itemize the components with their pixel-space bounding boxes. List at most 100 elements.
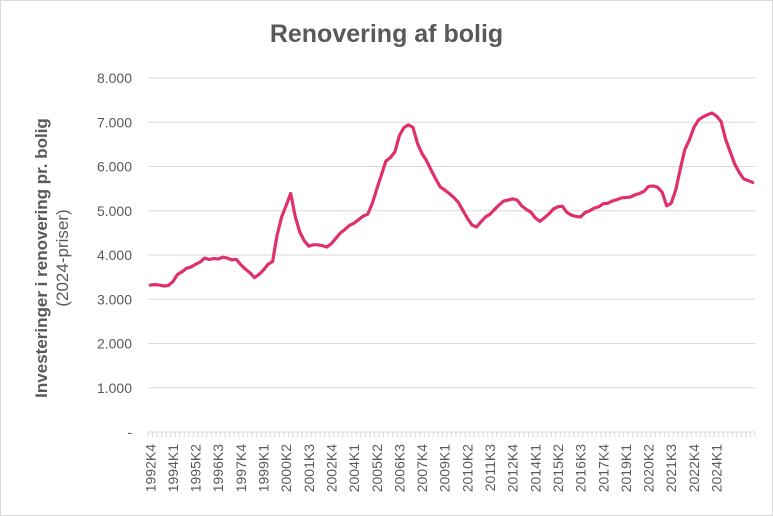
data-point	[420, 152, 424, 155]
y-tick-label: 3.000	[97, 291, 132, 307]
data-point	[294, 215, 297, 218]
data-point	[751, 181, 754, 184]
data-point	[226, 256, 229, 260]
data-point	[217, 257, 220, 261]
data-point	[710, 111, 714, 115]
x-tick-label: 1995K2	[188, 444, 204, 492]
data-point	[334, 236, 338, 240]
data-point	[429, 168, 433, 172]
y-tick-label: 2.000	[97, 336, 132, 352]
gridlines	[147, 77, 756, 437]
data-point	[393, 150, 397, 154]
data-point	[325, 245, 329, 249]
y-tick-label: 8.000	[97, 70, 132, 86]
x-tick-label: 1997K4	[233, 444, 249, 492]
data-point	[266, 263, 270, 266]
data-point	[719, 120, 723, 123]
data-point	[312, 243, 315, 247]
data-point	[529, 210, 532, 214]
data-point	[737, 171, 741, 174]
x-tick-label: 2002K4	[323, 444, 339, 492]
data-point	[647, 185, 650, 188]
y-tick-label: 5.000	[97, 203, 132, 219]
data-point	[248, 271, 252, 274]
data-point	[697, 118, 700, 122]
data-point	[747, 179, 750, 182]
x-tick-label: 2004K1	[346, 444, 362, 492]
x-tick-label: 2021K3	[663, 444, 679, 492]
series-area	[148, 111, 755, 288]
data-point	[230, 258, 234, 262]
data-point	[588, 209, 591, 212]
data-point	[620, 196, 623, 200]
y-tick-label: -	[127, 424, 132, 440]
data-point	[398, 134, 401, 137]
data-point	[692, 126, 696, 129]
chart-title: Renovering af bolig	[269, 20, 504, 48]
data-point	[556, 205, 560, 208]
y-tick-label: 6.000	[97, 159, 132, 175]
data-point	[448, 192, 451, 195]
x-tick-label: 1994K1	[165, 444, 181, 492]
x-tick-label: 2022K4	[686, 444, 702, 492]
data-point	[602, 202, 605, 205]
data-point	[275, 233, 279, 237]
x-tick-label: 2011K3	[482, 444, 498, 491]
data-point	[298, 230, 301, 234]
data-point	[339, 231, 342, 235]
data-point	[565, 211, 569, 214]
data-point	[303, 239, 306, 243]
data-point	[525, 208, 528, 211]
data-point	[493, 208, 496, 211]
x-tick-label: 2020K2	[641, 444, 657, 492]
data-point	[198, 260, 202, 264]
data-point	[561, 205, 564, 208]
data-point	[280, 215, 283, 219]
data-point	[438, 185, 442, 189]
data-point	[343, 228, 347, 231]
data-point	[502, 199, 505, 203]
y-axis-label-units: (2024-priser)	[53, 209, 72, 306]
data-point	[203, 256, 206, 260]
data-point	[330, 242, 333, 245]
data-point	[185, 267, 188, 270]
data-point	[656, 186, 659, 189]
data-point	[212, 257, 215, 260]
series-line	[148, 111, 755, 288]
data-point	[597, 205, 600, 208]
x-tick-label: 2007K4	[414, 444, 430, 492]
data-point	[171, 280, 175, 283]
data-point	[683, 148, 686, 151]
data-point	[543, 216, 546, 220]
data-point	[479, 220, 483, 224]
data-point	[733, 162, 736, 166]
data-point	[638, 192, 641, 195]
x-tick-label: 2017K4	[595, 444, 611, 492]
data-point	[371, 202, 374, 205]
data-point	[642, 190, 646, 193]
data-point	[706, 113, 709, 116]
data-point	[615, 198, 619, 201]
data-point	[375, 187, 378, 191]
data-point	[552, 207, 555, 211]
data-point	[484, 215, 487, 219]
data-point	[611, 199, 614, 203]
data-point	[348, 224, 351, 227]
data-point	[724, 137, 727, 141]
x-tick-label: 2015K2	[550, 444, 566, 492]
data-point	[475, 225, 478, 229]
x-tick-label: 2012K4	[505, 444, 521, 492]
data-point	[321, 244, 324, 247]
x-tick-label: 2010K2	[459, 444, 475, 492]
data-point	[583, 211, 587, 214]
x-tick-labels: 1992K4 1994K1 1995K2 1996K3 1997K4 1999K1 2000…	[142, 444, 724, 492]
data-point	[511, 197, 514, 201]
data-point	[669, 202, 673, 205]
data-point	[307, 244, 311, 248]
data-point	[416, 142, 419, 145]
data-point	[153, 283, 156, 286]
x-tick-label: 2009K1	[437, 444, 453, 492]
data-point	[728, 150, 732, 153]
data-point	[457, 201, 460, 204]
